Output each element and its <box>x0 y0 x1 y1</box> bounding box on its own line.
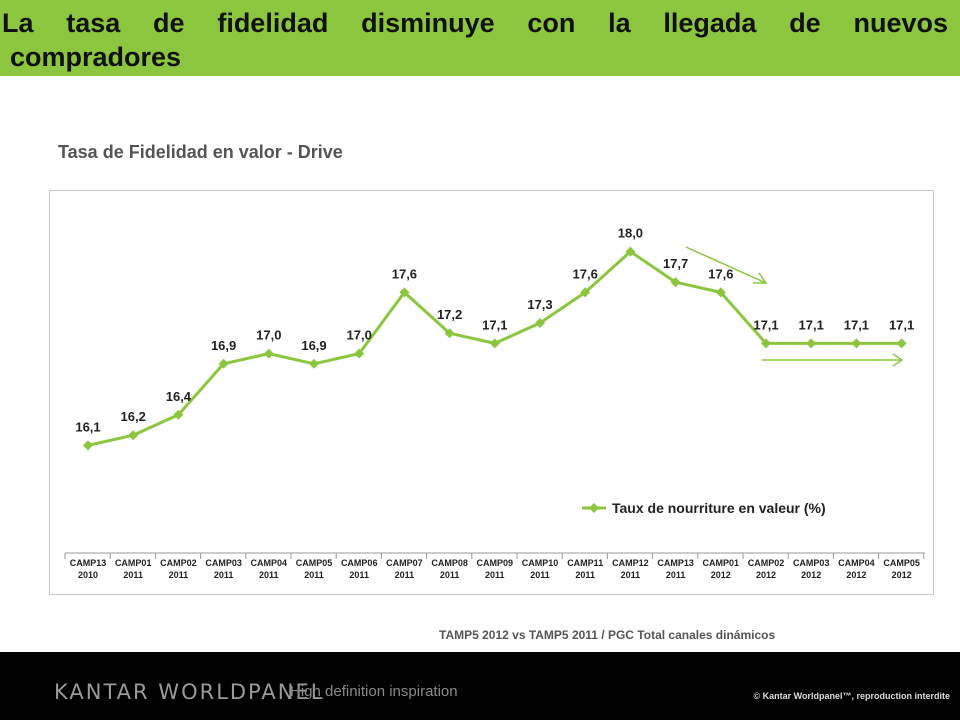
x-tick-label-year: 2011 <box>214 570 234 580</box>
data-point <box>218 358 229 369</box>
x-tick-label: CAMP03 <box>205 558 242 568</box>
data-point <box>535 318 545 328</box>
data-point <box>580 287 591 298</box>
data-point <box>625 246 636 257</box>
x-tick-label-year: 2012 <box>801 570 821 580</box>
loyalty-line-chart: 16,1 16,2 16,4 16,9 17,0 16,9 17,0 17,6 17,2 17,1… <box>64 226 925 580</box>
data-label: 17,1 <box>482 317 507 332</box>
x-tick-label-year: 2011 <box>259 570 279 580</box>
x-tick-label-year: 2011 <box>666 570 686 580</box>
chart-title: Tasa de Fidelidad en valor - Drive <box>58 142 343 162</box>
x-tick-label-year: 2010 <box>78 570 98 580</box>
x-tick-label: CAMP07 <box>386 558 423 568</box>
x-tick-label: CAMP01 <box>115 558 152 568</box>
x-tick-label-year: 2011 <box>169 570 189 580</box>
data-point <box>444 328 455 339</box>
data-point <box>173 409 184 420</box>
data-label: 17,6 <box>392 266 417 281</box>
data-label: 17,2 <box>437 307 462 322</box>
x-tick-label: CAMP13 <box>70 558 107 568</box>
x-tick-label-year: 2011 <box>440 570 460 580</box>
data-point <box>896 338 907 349</box>
data-label: 17,0 <box>256 328 281 343</box>
x-tick-label-year: 2012 <box>756 570 776 580</box>
data-label: 16,1 <box>75 419 100 434</box>
data-point <box>399 287 410 298</box>
x-tick-label: CAMP04 <box>251 558 288 568</box>
x-tick-label: CAMP05 <box>296 558 333 568</box>
data-point <box>83 440 93 451</box>
x-tick-label: CAMP02 <box>748 558 785 568</box>
x-tick-label: CAMP09 <box>477 558 514 568</box>
x-tick-label-year: 2011 <box>621 570 641 580</box>
data-point <box>128 430 139 441</box>
data-label: 16,4 <box>166 389 192 404</box>
x-tick-label-year: 2011 <box>349 570 369 580</box>
x-tick-label: CAMP01 <box>703 558 740 568</box>
flat-arrow-head <box>892 353 904 367</box>
x-tick-label: CAMP04 <box>838 558 875 568</box>
x-tick-label: CAMP06 <box>341 558 378 568</box>
data-point <box>670 277 681 288</box>
x-tick-label-year: 2012 <box>846 570 866 580</box>
data-label: 17,1 <box>753 317 778 332</box>
data-point <box>309 358 319 369</box>
data-point <box>761 338 771 349</box>
data-label: 16,9 <box>301 338 326 353</box>
down-arrow-head <box>753 272 768 284</box>
data-label: 18,0 <box>618 226 643 241</box>
data-label: 17,1 <box>799 317 824 332</box>
x-tick-label: CAMP02 <box>160 558 197 568</box>
x-tick-label: CAMP03 <box>793 558 830 568</box>
data-point <box>851 338 862 349</box>
kantar-worldpanel-logo: KANTAR WORLDPANEL <box>54 680 325 704</box>
x-tick-label-year: 2011 <box>395 570 415 580</box>
x-tick-label: CAMP12 <box>612 558 649 568</box>
data-label: 17,6 <box>708 266 733 281</box>
data-label: 16,2 <box>121 409 146 424</box>
data-label: 17,3 <box>527 297 552 312</box>
data-label: 17,6 <box>573 266 598 281</box>
page-title-line2: compradores <box>10 42 182 72</box>
data-point <box>354 348 365 359</box>
x-tick-label-year: 2011 <box>530 570 550 580</box>
data-label: 16,9 <box>211 338 236 353</box>
x-tick-label: CAMP13 <box>657 558 694 568</box>
down-arrow <box>685 246 767 284</box>
data-label: 17,7 <box>663 256 688 271</box>
tagline: High definition inspiration <box>290 683 458 700</box>
data-point <box>806 338 817 349</box>
title-bar: La tasa de fidelidad disminuye con la ll… <box>0 0 960 76</box>
source-note: TAMP5 2012 vs TAMP5 2011 / PGC Total can… <box>439 628 776 642</box>
x-tick-label: CAMP10 <box>522 558 559 568</box>
x-tick-label: CAMP11 <box>567 558 603 568</box>
legend-label: Taux de nourriture en valeur (%) <box>612 500 826 516</box>
x-tick-label-year: 2011 <box>123 570 143 580</box>
footer: KANTAR WORLDPANEL High definition inspir… <box>0 652 960 720</box>
x-tick-label-year: 2011 <box>304 570 324 580</box>
data-point <box>263 348 274 359</box>
data-point <box>715 287 726 298</box>
x-tick-label-year: 2012 <box>711 570 731 580</box>
data-point <box>489 338 500 349</box>
legend-marker <box>589 503 599 513</box>
chart-frame: 16,1 16,2 16,4 16,9 17,0 16,9 17,0 17,6 17,2 17,1… <box>49 190 934 595</box>
x-tick-label: CAMP05 <box>883 558 920 568</box>
x-tick-label-year: 2011 <box>575 570 595 580</box>
data-label: 17,1 <box>844 317 869 332</box>
copyright-notice: © Kantar Worldpanel™, reproduction inter… <box>753 691 950 701</box>
x-tick-label-year: 2012 <box>892 570 912 580</box>
page-title-line1: La tasa de fidelidad disminuye con la ll… <box>2 8 948 38</box>
data-label: 17,1 <box>889 317 914 332</box>
x-tick-label: CAMP08 <box>431 558 468 568</box>
data-label: 17,0 <box>347 328 372 343</box>
x-tick-label-year: 2011 <box>485 570 505 580</box>
